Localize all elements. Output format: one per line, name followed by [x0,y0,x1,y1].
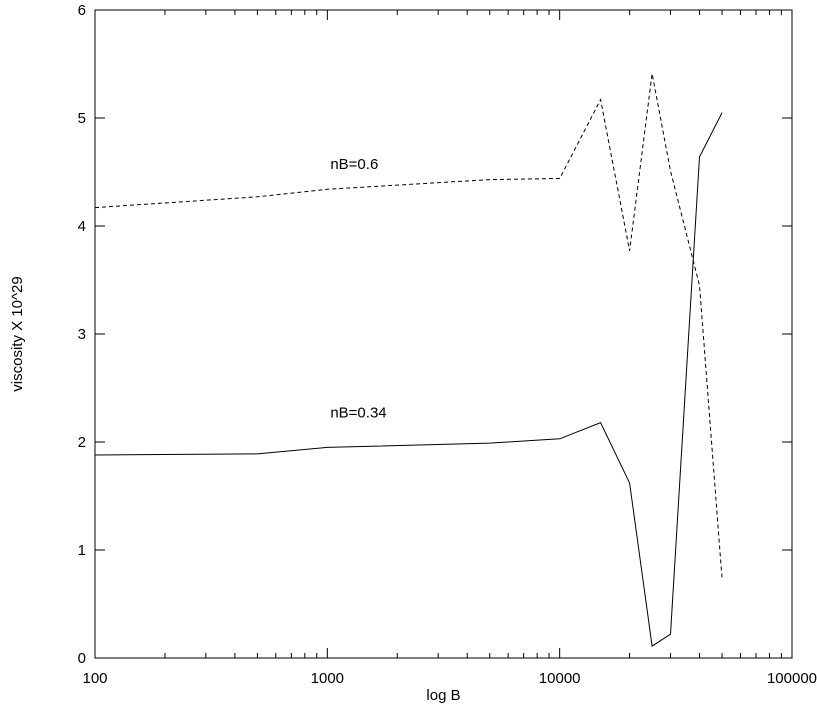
series-layer [94,73,723,647]
ticks-layer: 100 1000 10000 100000 0 1 2 3 4 5 6 [78,2,817,687]
y-tick-label: 2 [78,434,86,451]
y-tick-label: 1 [78,542,86,559]
x-tick-label: 100 [82,670,107,687]
x-axis-label: log B [426,687,460,704]
series-line-nb-0-6 [94,73,723,580]
y-tick-label: 0 [78,650,86,667]
annotation-layer: nB=0.6 nB=0.34 [330,156,386,421]
series-annotation: nB=0.6 [330,156,378,173]
y-tick-label: 4 [78,218,86,235]
y-tick-label: 3 [78,326,86,343]
series-annotation: nB=0.34 [330,404,386,421]
y-tick-label: 6 [78,2,86,19]
y-axis-label: viscosity X 10^29 [9,276,26,391]
plot-frame [94,9,793,659]
series-line-nb-0-34 [94,112,723,647]
x-tick-label: 10000 [539,670,581,687]
x-tick-label: 100000 [767,670,817,687]
y-tick-label: 5 [78,110,86,127]
x-tick-label: 1000 [311,670,344,687]
